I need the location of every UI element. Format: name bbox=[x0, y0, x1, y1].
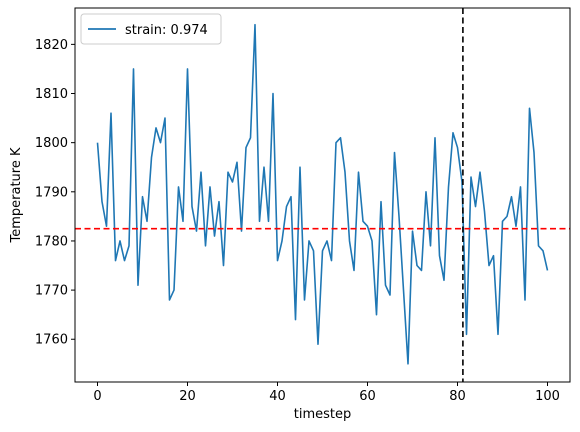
y-tick-label: 1760 bbox=[35, 333, 68, 348]
y-tick-label: 1770 bbox=[35, 284, 68, 299]
y-tick-label: 1820 bbox=[35, 38, 68, 53]
y-tick-label: 1790 bbox=[35, 185, 68, 200]
plot-area bbox=[75, 8, 570, 382]
x-axis-label: timestep bbox=[294, 407, 352, 422]
y-tick-label: 1800 bbox=[35, 136, 68, 151]
series-line-0 bbox=[96, 23, 549, 365]
x-tick-label: 60 bbox=[359, 389, 376, 404]
x-tick-label: 80 bbox=[449, 389, 466, 404]
axes: 0 20 40 60 80 100 1760 1770 1780 1790 1800 1810 1820 bbox=[35, 38, 560, 404]
x-tick-label: 0 bbox=[93, 389, 101, 404]
y-axis-label: Temperature K bbox=[9, 147, 24, 243]
x-tick-label: 20 bbox=[179, 389, 196, 404]
legend: strain: 0.974 bbox=[80, 13, 222, 45]
x-tick-label: 100 bbox=[535, 389, 560, 404]
y-tick-label: 1810 bbox=[35, 87, 68, 102]
legend-box bbox=[80, 13, 222, 45]
y-tick-label: 1780 bbox=[35, 234, 68, 249]
plot-frame bbox=[74, 7, 571, 383]
x-tick-label: 40 bbox=[269, 389, 286, 404]
legend-entry-label: strain: 0.974 bbox=[125, 23, 208, 38]
